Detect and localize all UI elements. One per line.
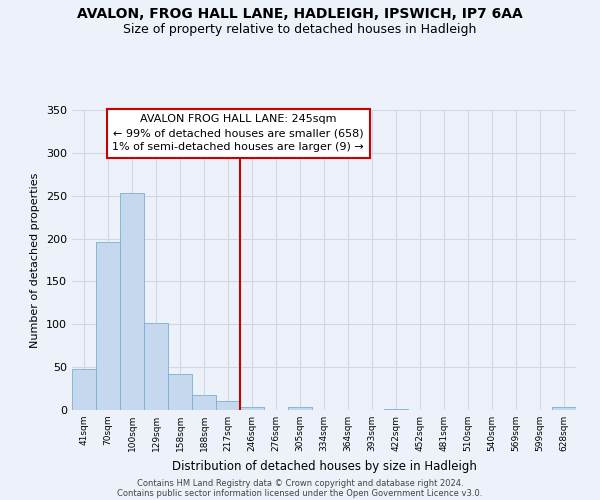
- Text: AVALON, FROG HALL LANE, HADLEIGH, IPSWICH, IP7 6AA: AVALON, FROG HALL LANE, HADLEIGH, IPSWIC…: [77, 8, 523, 22]
- Bar: [384, 409, 408, 410]
- Bar: [144, 322, 168, 410]
- Bar: [552, 408, 576, 410]
- Text: Contains HM Land Registry data © Crown copyright and database right 2024.: Contains HM Land Registry data © Crown c…: [137, 478, 463, 488]
- Bar: [120, 193, 144, 410]
- Bar: [192, 394, 216, 410]
- Text: AVALON FROG HALL LANE: 245sqm
← 99% of detached houses are smaller (658)
1% of s: AVALON FROG HALL LANE: 245sqm ← 99% of d…: [112, 114, 364, 152]
- Text: Size of property relative to detached houses in Hadleigh: Size of property relative to detached ho…: [124, 22, 476, 36]
- Bar: [216, 400, 240, 410]
- X-axis label: Distribution of detached houses by size in Hadleigh: Distribution of detached houses by size …: [172, 460, 476, 472]
- Bar: [240, 406, 264, 410]
- Bar: [96, 242, 120, 410]
- Bar: [168, 374, 192, 410]
- Bar: [72, 369, 96, 410]
- Text: Contains public sector information licensed under the Open Government Licence v3: Contains public sector information licen…: [118, 488, 482, 498]
- Bar: [288, 406, 312, 410]
- Y-axis label: Number of detached properties: Number of detached properties: [31, 172, 40, 348]
